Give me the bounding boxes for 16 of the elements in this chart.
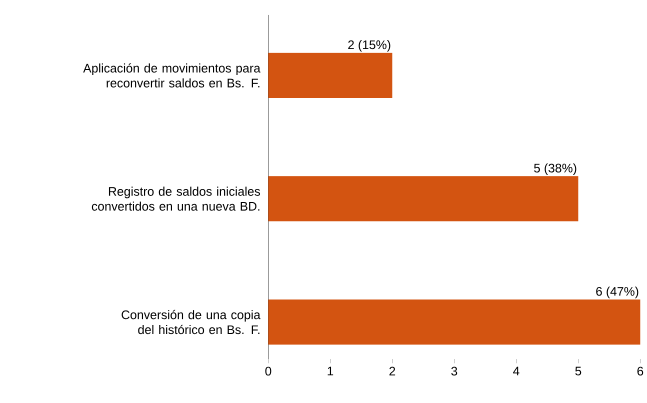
data-label: 6 (47%) xyxy=(596,286,638,298)
x-tick-label: 0 xyxy=(265,366,272,376)
data-label: 2 (15%) xyxy=(348,40,390,52)
y-tick-label: Registro de saldos iniciales convertidos en una nueva BD. xyxy=(92,186,260,211)
y-tick-label: Aplicación de movimientos para reconvertir saldos en Bs. F. xyxy=(83,63,260,88)
x-tick-label: 2 xyxy=(389,366,396,376)
x-tick-label: 4 xyxy=(513,366,520,376)
x-tick-label: 6 xyxy=(637,366,644,376)
bar xyxy=(268,52,392,98)
x-tick-label: 5 xyxy=(575,366,582,376)
bar xyxy=(268,300,640,345)
bar xyxy=(268,176,578,222)
y-tick-label: Conversión de una copia del histórico en Bs. F. xyxy=(122,310,260,334)
x-tick-label: 3 xyxy=(451,366,458,376)
x-tick-label: 1 xyxy=(328,366,334,376)
data-label: 5 (38%) xyxy=(534,163,576,175)
